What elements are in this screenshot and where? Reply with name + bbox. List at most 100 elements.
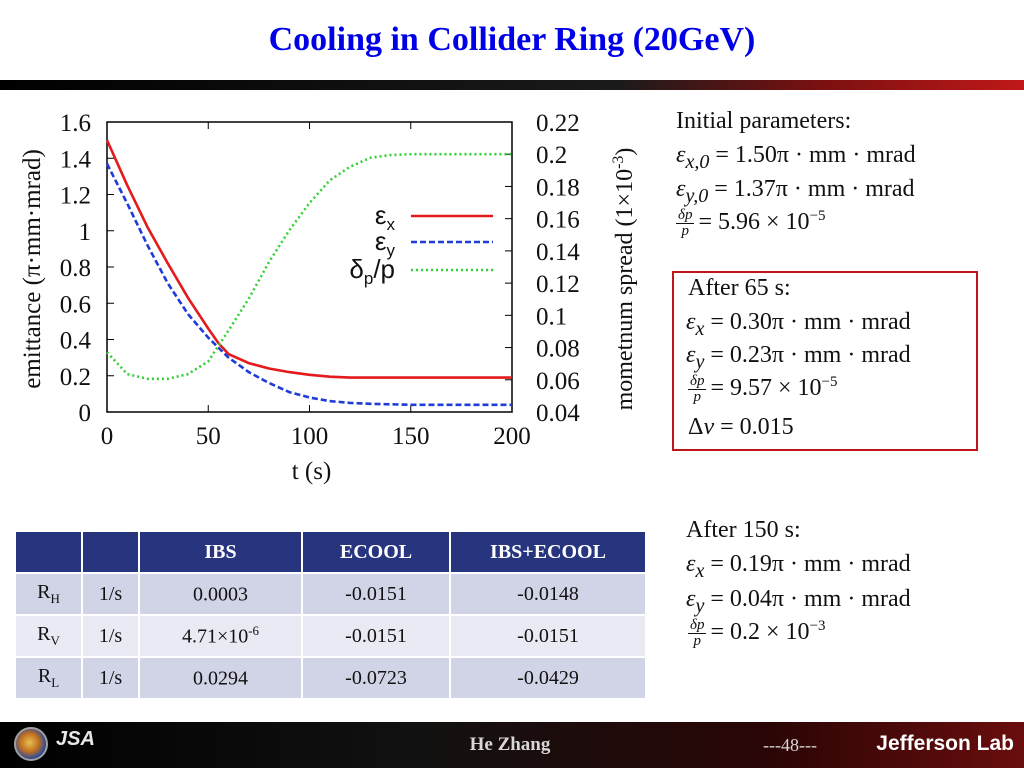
- exponent: -6: [248, 623, 260, 639]
- after65-emittance-x: εx = 0.30π · mm · mrad: [686, 309, 911, 341]
- ibs-ecool-value: -0.0429: [449, 656, 647, 700]
- y-right-label-text: mometnum spread (1×10: [612, 169, 638, 411]
- fraction: δp p: [688, 373, 707, 405]
- y-right-tick-label: 0.14: [536, 239, 580, 266]
- value: = 0.015: [714, 414, 794, 440]
- exponent: −3: [809, 618, 826, 635]
- after65-momentum-spread: δp p = 9.57 × 10−5: [688, 374, 838, 405]
- subscript: x: [695, 317, 705, 340]
- rate-name: RL: [14, 656, 83, 700]
- series-line-emittance-x: [105, 139, 512, 379]
- legend-suffix: /p: [373, 254, 395, 284]
- epsilon-symbol: ε: [686, 586, 696, 612]
- rate-name: RV: [14, 614, 83, 658]
- y-right-axis-label: mometnum spread (1×10-3): [610, 148, 638, 411]
- y-left-tick-label: 0.8: [60, 255, 91, 282]
- value: 4.71×10: [181, 625, 249, 648]
- rates-table: IBS ECOOL IBS+ECOOL RH 1/s 0.0003 -0.015…: [14, 530, 647, 700]
- value: = 5.96 × 10: [698, 209, 810, 236]
- legend-label: εy: [375, 226, 396, 260]
- rate-subscript: H: [50, 591, 60, 606]
- y-left-tick-label: 1: [79, 219, 92, 246]
- y-right-tick-label: 0.08: [536, 336, 580, 363]
- jsa-logo: JSA: [56, 728, 95, 750]
- y-left-tick-label: 0: [79, 400, 92, 427]
- ibs-value: 0.0003: [138, 572, 303, 616]
- rate-symbol: R: [37, 665, 52, 687]
- footer-author: He Zhang: [469, 734, 551, 755]
- value: = 0.23π · mm · mrad: [704, 342, 911, 368]
- fraction: δp p: [688, 617, 707, 649]
- cooling-chart: 0 50 100 150 200 0 0.2 0.4 0.6 0.8 1 1.2 1.4 1.6 0.04 0…: [19, 110, 638, 485]
- ibs-value: 4.71×10-6: [138, 614, 303, 658]
- initial-momentum-spread: δp p = 5.96 × 10−5: [676, 208, 826, 239]
- y-right-tick-label: 0.04: [536, 400, 580, 427]
- numerator: δp: [676, 207, 695, 224]
- table-row: RV 1/s 4.71×10-6 -0.0151 -0.0151: [14, 614, 647, 658]
- initial-emittance-y: εy,0 = 1.37π · mm · mrad: [676, 176, 915, 208]
- footer-page-number: ---48---: [763, 735, 817, 755]
- numerator: δp: [688, 373, 707, 390]
- x-axis-label: t (s): [292, 458, 332, 485]
- epsilon-symbol: ε: [676, 142, 686, 168]
- title-divider: [0, 80, 1024, 90]
- epsilon-symbol: ε: [676, 176, 686, 202]
- value: = 9.57 × 10: [710, 375, 822, 402]
- y-right-tick-label: 0.12: [536, 271, 580, 298]
- denominator: p: [693, 389, 701, 405]
- numerator: δp: [688, 617, 707, 634]
- y-right-tick-label: 0.2: [536, 142, 567, 169]
- value: = 0.04π · mm · mrad: [704, 586, 911, 612]
- table-header-ibs: IBS: [138, 530, 303, 574]
- subscript: y: [695, 350, 705, 373]
- value: = 0.19π · mm · mrad: [704, 551, 911, 577]
- y-right-tick-label: 0.22: [536, 110, 580, 137]
- rate-unit: 1/s: [81, 572, 140, 616]
- y-left-tick-label: 0.2: [60, 364, 91, 391]
- table-header: [81, 530, 140, 574]
- y-right-label-exponent: -3: [610, 156, 627, 169]
- subscript: x,0: [685, 150, 710, 173]
- footer-bar: JSA He Zhang ---48--- Jefferson Lab: [0, 722, 1024, 768]
- initial-emittance-x: εx,0 = 1.50π · mm · mrad: [676, 142, 916, 174]
- slide-title: Cooling in Collider Ring (20GeV): [268, 21, 756, 58]
- denominator: p: [693, 633, 701, 649]
- rate-symbol: R: [37, 623, 51, 645]
- legend-symbol: ε: [375, 226, 387, 256]
- y-left-tick-label: 0.4: [60, 328, 92, 355]
- table-header-ecool: ECOOL: [301, 530, 451, 574]
- y-left-axis-label: emittance (π·mm·mrad): [19, 149, 46, 389]
- epsilon-symbol: ε: [686, 309, 696, 335]
- x-tick-label: 50: [196, 423, 221, 450]
- x-tick-label: 150: [392, 423, 430, 450]
- y-right-tick-label: 0.16: [536, 207, 580, 234]
- y-left-tick-label: 1.6: [60, 110, 91, 137]
- x-tick-label: 200: [493, 423, 531, 450]
- y-right-tick-label: 0.1: [536, 303, 567, 330]
- after150-momentum-spread: δp p = 0.2 × 10−3: [688, 618, 826, 649]
- ibs-ecool-value: -0.0151: [449, 614, 647, 658]
- legend-subscript: x: [387, 215, 396, 234]
- lab-seal-icon: [14, 727, 48, 761]
- value: = 1.37π · mm · mrad: [708, 176, 915, 202]
- plot-frame: [106, 121, 513, 413]
- after150-emittance-x: εx = 0.19π · mm · mrad: [686, 551, 911, 583]
- x-tick-label: 100: [291, 423, 329, 450]
- ecool-value: -0.0723: [301, 656, 451, 700]
- epsilon-symbol: ε: [686, 342, 696, 368]
- legend-subscript: p: [364, 269, 373, 288]
- denominator: p: [681, 223, 689, 239]
- series-line-emittance-y: [105, 163, 512, 407]
- rate-symbol: R: [37, 581, 51, 603]
- y-left-tick-label: 1.4: [60, 146, 92, 173]
- value: = 1.50π · mm · mrad: [709, 142, 916, 168]
- table-header: [14, 530, 83, 574]
- legend-symbol: δ: [349, 254, 363, 284]
- table-row: RL 1/s 0.0294 -0.0723 -0.0429: [14, 656, 647, 700]
- y-right-tick-label: 0.06: [536, 368, 580, 395]
- legend-symbol: ε: [375, 200, 387, 230]
- delta-symbol: Δ: [688, 414, 704, 440]
- variable: v: [703, 414, 715, 440]
- after150-heading: After 150 s:: [686, 517, 801, 543]
- y-right-label-paren: ): [612, 148, 638, 156]
